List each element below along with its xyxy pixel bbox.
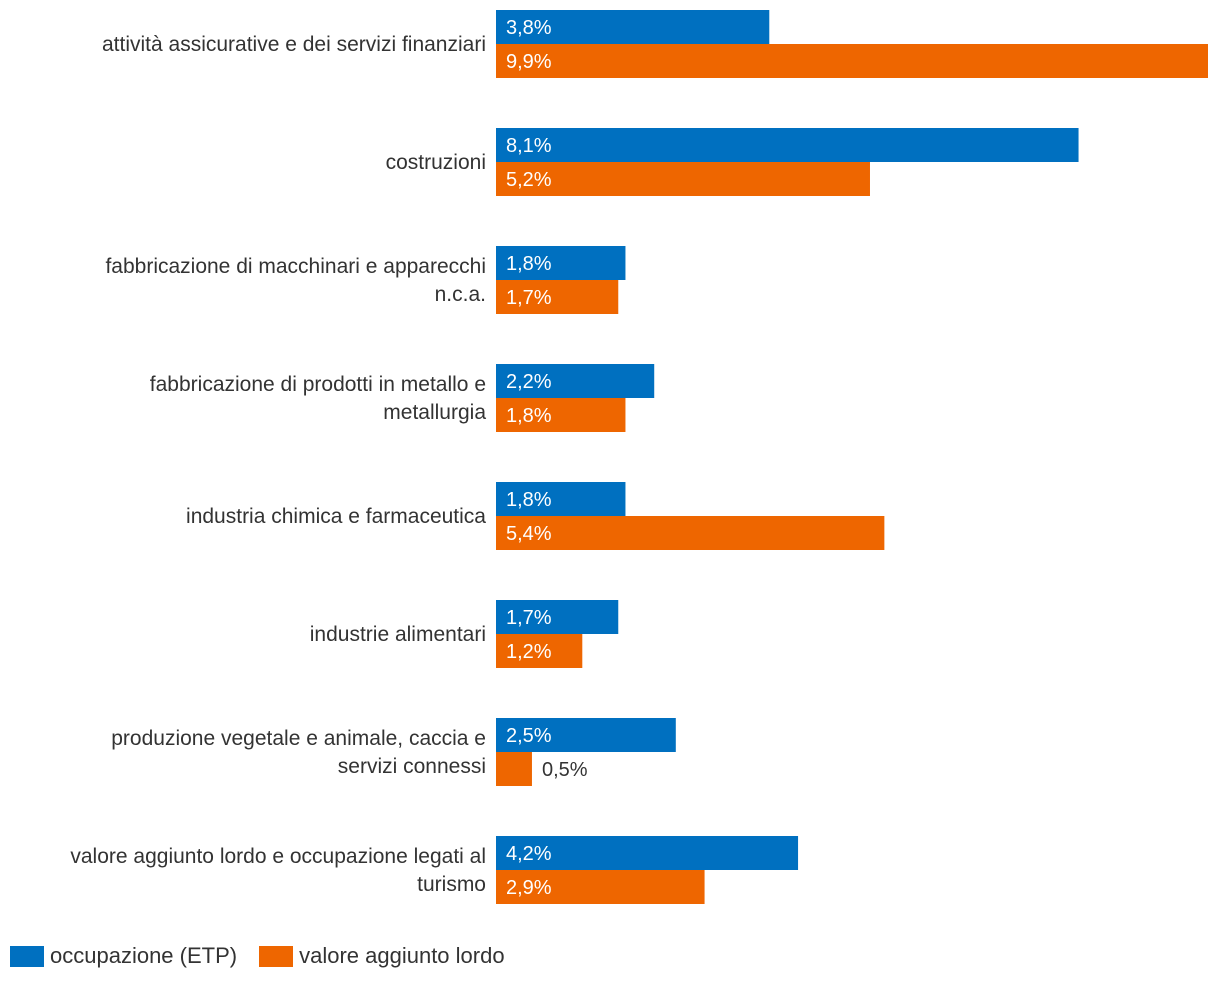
data-label: 8,1%: [506, 135, 552, 157]
data-label: 1,2%: [506, 641, 552, 663]
data-label: 9,9%: [506, 51, 552, 73]
data-label: 1,8%: [506, 253, 552, 275]
legend-item-occupazione: occupazione (ETP): [10, 943, 237, 969]
data-label: 2,5%: [506, 725, 552, 747]
bar-occupazione: [496, 128, 1079, 162]
legend-swatch-valore-aggiunto: [259, 945, 294, 967]
data-label: 1,8%: [506, 489, 552, 511]
bar-occupazione: [496, 718, 676, 752]
bar-valore-aggiunto: [496, 398, 626, 432]
category-label: servizi connessi: [338, 755, 486, 778]
category-label: produzione vegetale e animale, caccia e: [111, 727, 486, 750]
data-label: 3,8%: [506, 17, 552, 39]
category-label: metallurgia: [383, 401, 486, 424]
legend-item-valore-aggiunto: valore aggiunto lordo: [259, 943, 505, 969]
legend-label-valore-aggiunto: valore aggiunto lordo: [299, 943, 505, 968]
data-label: 0,5%: [542, 759, 588, 781]
data-label: 2,2%: [506, 371, 552, 393]
bar-valore-aggiunto: [496, 162, 870, 196]
category-label: valore aggiunto lordo e occupazione lega…: [70, 845, 486, 868]
bar-occupazione: [496, 836, 799, 870]
data-label: 2,9%: [506, 877, 552, 899]
bar-valore-aggiunto: [496, 44, 1208, 78]
bar-chart-plot: attività assicurative e dei servizi fina…: [70, 10, 1208, 904]
category-label: attività assicurative e dei servizi fina…: [102, 33, 486, 56]
bar-valore-aggiunto: [496, 516, 885, 550]
data-label: 1,8%: [506, 405, 552, 427]
bar-occupazione: [496, 246, 626, 280]
bar-valore-aggiunto: [496, 752, 532, 786]
category-label: industrie alimentari: [310, 623, 486, 646]
legend-swatch-occupazione: [10, 945, 44, 967]
category-label: turismo: [417, 873, 486, 896]
category-label: n.c.a.: [435, 283, 486, 306]
category-label: fabbricazione di prodotti in metallo e: [150, 373, 486, 396]
data-label: 1,7%: [506, 287, 552, 309]
category-label: fabbricazione di macchinari e apparecchi: [105, 255, 486, 278]
bar-occupazione: [496, 482, 626, 516]
bar-valore-aggiunto: [496, 634, 583, 668]
category-label: costruzioni: [386, 151, 486, 174]
bar-occupazione: [496, 364, 655, 398]
data-label: 1,7%: [506, 607, 552, 629]
category-label: industria chimica e farmaceutica: [186, 505, 486, 528]
bar-occupazione: [496, 10, 770, 44]
data-label: 5,4%: [506, 523, 552, 545]
bar-valore-aggiunto: [496, 870, 705, 904]
data-label: 5,2%: [506, 169, 552, 191]
bar-occupazione: [496, 600, 619, 634]
legend-label-occupazione: occupazione (ETP): [50, 943, 238, 968]
bar-valore-aggiunto: [496, 280, 619, 314]
legend: occupazione (ETP) valore aggiunto lordo: [10, 943, 527, 969]
data-label: 4,2%: [506, 843, 552, 865]
